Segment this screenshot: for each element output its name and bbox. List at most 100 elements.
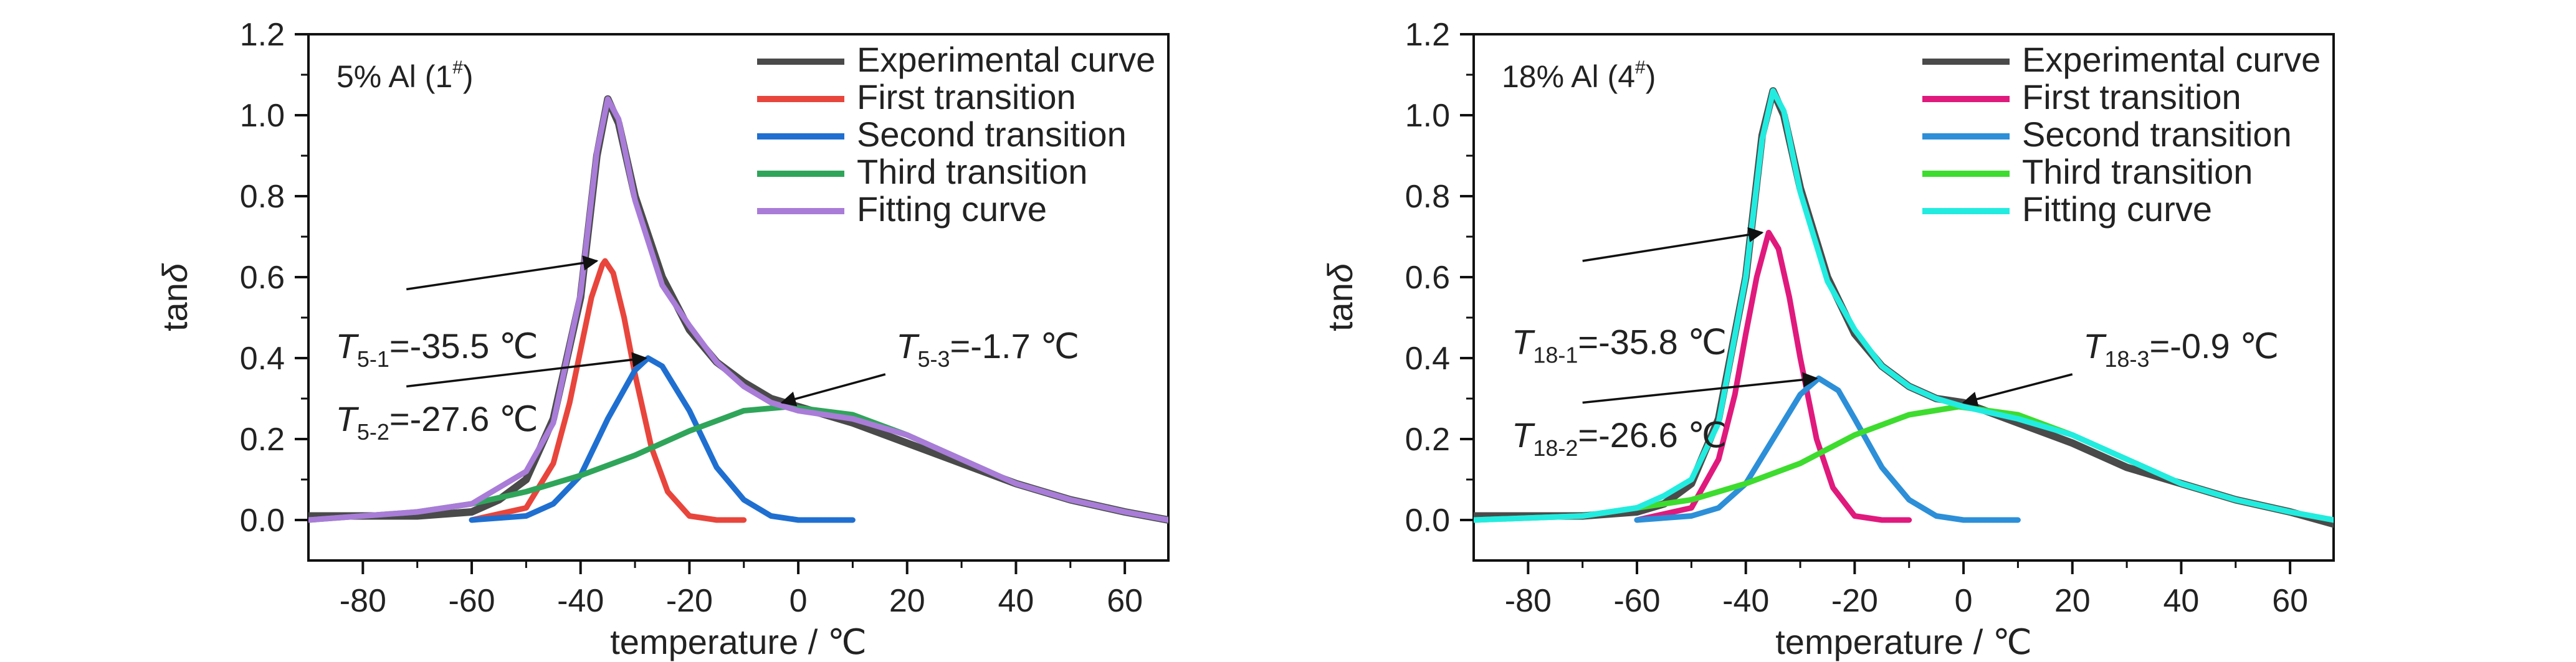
annotation-value: =-35.5 ℃ — [389, 326, 538, 366]
annotation-symbol: T — [1512, 323, 1535, 362]
annotation-label: T18-3=-0.9 ℃ — [2083, 326, 2279, 372]
legend-label-second-transition: Second transition — [857, 115, 1127, 154]
annotation-arrow — [1962, 373, 2073, 407]
annotation-symbol: T — [896, 326, 920, 366]
x-tick-label: -20 — [666, 583, 713, 619]
annotation-value: =-1.7 ℃ — [950, 326, 1080, 366]
y-tick-label: 0.4 — [240, 341, 285, 377]
x-axis-title: temperature / ℃ — [1775, 622, 2032, 661]
x-tick-label: -20 — [1831, 583, 1878, 619]
annotation-symbol: T — [1512, 415, 1535, 455]
legend-label-second-transition: Second transition — [2022, 115, 2292, 154]
x-axis-title: temperature / ℃ — [610, 622, 867, 661]
plot-frame — [307, 33, 1170, 562]
x-tick-label: -40 — [557, 583, 604, 619]
annotation-label: T5-2=-27.6 ℃ — [336, 399, 538, 445]
x-tick-label: 20 — [889, 583, 925, 619]
y-tick-label: 0.8 — [240, 179, 285, 215]
chart-panel-18pct-al: -80 -60 -40 -20 0 20 40 60 0.0 0.2 0.4 0.6 0.8 1.0 1.2… — [1320, 17, 2335, 661]
series-line-second-transition — [469, 355, 856, 523]
y-axis-title-symbol: δ — [155, 263, 194, 283]
annotation-value: =-35.8 ℃ — [1578, 323, 1727, 362]
y-tick-label: 1.0 — [1405, 98, 1450, 134]
y-tick-label: 0.6 — [1405, 260, 1450, 296]
y-tick-label: 0.8 — [1405, 179, 1450, 215]
annotation-symbol: T — [2083, 326, 2107, 366]
annotation-subscript: 18-2 — [1533, 435, 1578, 461]
legend-label-first-transition: First transition — [857, 77, 1076, 116]
legend-label-fitting-curve: Fitting curve — [2022, 189, 2212, 229]
legend-label-fitting-curve: Fitting curve — [857, 189, 1047, 229]
annotation-label: T18-1=-35.8 ℃ — [1512, 323, 1727, 368]
x-tick-label: 20 — [2054, 583, 2091, 619]
transition-annotation: T5-1=-35.5 ℃ — [336, 255, 599, 372]
panel-label: 5% Al (1#) — [336, 57, 474, 94]
y-tick-label: 0.4 — [1405, 341, 1450, 377]
x-tick-label: 0 — [1955, 583, 1973, 619]
y-tick-label: 0.2 — [1405, 422, 1450, 458]
x-tick-label: 60 — [1107, 583, 1143, 619]
panel-label: 18% Al (4#) — [1502, 57, 1656, 94]
x-tick-label: -60 — [1613, 583, 1660, 619]
legend-label-experimental-curve: Experimental curve — [857, 40, 1155, 79]
annotation-label: T5-3=-1.7 ℃ — [896, 326, 1079, 372]
annotation-subscript: 5-3 — [918, 346, 950, 372]
y-tick-label: 1.2 — [1405, 17, 1450, 53]
transition-annotation: T18-3=-0.9 ℃ — [1962, 326, 2279, 407]
y-tick-label: 0.6 — [240, 260, 285, 296]
annotation-arrow — [1582, 227, 1764, 262]
annotation-symbol: T — [336, 399, 360, 438]
legend-label-experimental-curve: Experimental curve — [2022, 40, 2321, 79]
annotation-arrow — [780, 373, 886, 407]
panel-label-close: ) — [463, 59, 474, 94]
x-tick-label: 40 — [998, 583, 1034, 619]
series-group — [1474, 87, 2334, 528]
transition-annotation: T18-2=-26.6 ℃ — [1512, 372, 1818, 461]
y-axis-title-main: tan — [155, 283, 194, 331]
y-axis-title-main: tan — [1320, 283, 1360, 331]
x-tick-label: 60 — [2272, 583, 2308, 619]
annotation-label: T18-2=-26.6 ℃ — [1512, 415, 1727, 461]
series-group — [308, 95, 1168, 524]
y-tick-label: 0.0 — [1405, 503, 1450, 539]
x-tick-label: 40 — [2163, 583, 2200, 619]
transition-annotation: T5-3=-1.7 ℃ — [780, 326, 1079, 407]
y-tick-label: 0.2 — [240, 422, 285, 458]
legend-label-first-transition: First transition — [2022, 77, 2241, 116]
y-axis-title: tanδ — [155, 263, 194, 331]
series-line-second-transition — [1634, 376, 2021, 523]
transition-annotation: T18-1=-35.8 ℃ — [1512, 227, 1764, 368]
x-tick-label: -80 — [1505, 583, 1552, 619]
x-tick-label: 0 — [789, 583, 808, 619]
y-tick-label: 1.2 — [240, 17, 285, 53]
series-line-first-transition — [469, 258, 747, 523]
annotation-value: =-27.6 ℃ — [389, 399, 538, 438]
series-line-fitting-curve — [1474, 88, 2334, 523]
y-tick-label: 0.0 — [240, 503, 285, 539]
annotation-subscript: 18-3 — [2104, 346, 2149, 372]
series-line-first-transition — [1634, 230, 1912, 523]
y-axis-title: tanδ — [1320, 263, 1360, 331]
annotation-subscript: 5-1 — [357, 346, 389, 372]
annotation-subscript: 5-2 — [357, 419, 389, 445]
panel-label-superscript: # — [1635, 57, 1646, 78]
x-tick-label: -40 — [1722, 583, 1769, 619]
plot-frame — [1472, 33, 2335, 562]
annotation-arrow — [1582, 372, 1818, 404]
transition-annotation: T5-2=-27.6 ℃ — [336, 352, 647, 445]
annotation-arrow — [406, 352, 647, 388]
annotation-arrow — [406, 255, 599, 291]
y-tick-label: 1.0 — [240, 98, 285, 134]
series-line-fitting-curve — [308, 96, 1168, 523]
y-axis-title-symbol: δ — [1320, 263, 1360, 283]
panel-label-superscript: # — [452, 57, 463, 78]
legend-label-third-transition: Third transition — [2022, 152, 2253, 191]
panel-label-main: 5% Al (1 — [336, 59, 452, 94]
panel-label-close: ) — [1646, 59, 1656, 94]
annotation-value: =-26.6 ℃ — [1578, 415, 1727, 455]
chart-panel-5pct-al: -80 -60 -40 -20 0 20 40 60 0.0 0.2 0.4 0.6 0.8 1.0 1.2… — [155, 17, 1170, 661]
annotation-value: =-0.9 ℃ — [2150, 326, 2279, 366]
legend-label-third-transition: Third transition — [857, 152, 1087, 191]
annotation-label: T5-1=-35.5 ℃ — [336, 326, 538, 372]
